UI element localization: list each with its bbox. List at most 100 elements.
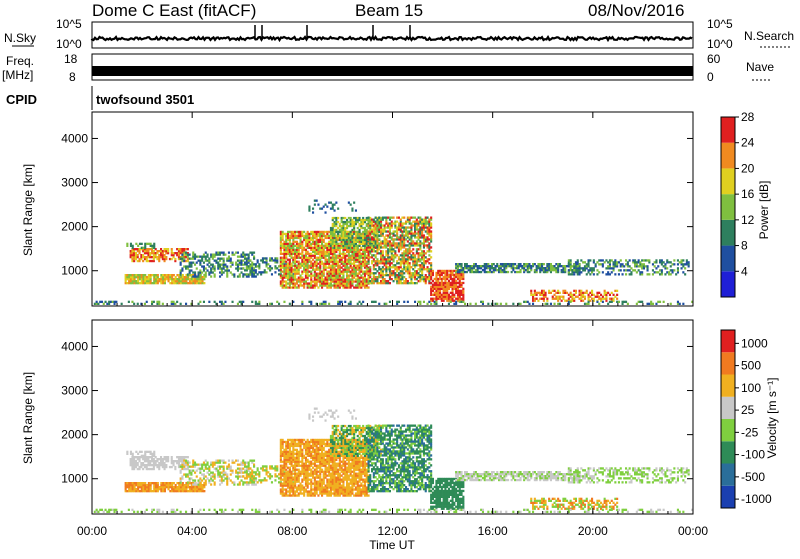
echo-cell — [648, 273, 650, 275]
echo-cell — [434, 288, 436, 290]
echo-cell — [126, 282, 128, 284]
echo-cell — [135, 274, 137, 276]
echo-cell — [430, 224, 432, 226]
echo-cell — [425, 244, 427, 246]
echo-cell — [196, 475, 198, 477]
echo-cell — [185, 265, 187, 267]
echo-cell — [500, 265, 502, 267]
echo-cell — [387, 242, 389, 244]
echo-cell — [410, 278, 412, 280]
echo-cell — [443, 286, 445, 288]
echo-cell — [180, 282, 182, 284]
echo-cell — [303, 257, 305, 259]
echo-cell — [135, 464, 137, 466]
echo-cell — [175, 282, 177, 284]
echo-cell — [301, 243, 303, 245]
echo-cell — [283, 284, 285, 286]
echo-cell — [428, 278, 430, 280]
echo-cell — [382, 268, 384, 270]
echo-cell — [427, 246, 429, 248]
echo-cell — [421, 266, 423, 268]
echo-cell — [144, 453, 146, 455]
echo-cell — [394, 250, 396, 252]
echo-cell — [387, 262, 389, 264]
echo-cell — [208, 481, 210, 483]
echo-cell — [280, 280, 282, 282]
echo-cell — [246, 260, 248, 262]
echo-cell — [169, 278, 171, 280]
echo-cell — [269, 303, 271, 305]
echo-cell — [393, 238, 395, 240]
echo-cell — [292, 249, 294, 251]
echo-cell — [180, 466, 182, 468]
echo-cell — [180, 273, 182, 275]
echo-cell — [191, 490, 193, 492]
echo-cell — [516, 265, 518, 267]
echo-cell — [681, 267, 683, 269]
echo-cell — [630, 271, 632, 273]
echo-cell — [362, 233, 364, 235]
echo-cell — [221, 267, 223, 269]
echo-cell — [378, 228, 380, 230]
echo-cell — [140, 464, 142, 466]
echo-cell — [348, 243, 350, 245]
echo-cell — [181, 260, 183, 262]
echo-cell — [134, 486, 136, 488]
echo-cell — [532, 294, 534, 296]
echo-cell — [314, 277, 316, 279]
echo-cell — [468, 265, 470, 267]
echo-cell — [528, 303, 530, 305]
echo-cell — [394, 242, 396, 244]
echo-cell — [282, 263, 284, 265]
echo-cell — [439, 274, 441, 276]
echo-cell — [292, 280, 294, 282]
echo-cell — [134, 280, 136, 282]
echo-cell — [461, 286, 463, 288]
echo-cell — [300, 233, 302, 235]
echo-cell — [298, 257, 300, 259]
echo-cell — [330, 269, 332, 271]
echo-cell — [323, 233, 325, 235]
echo-cell — [291, 245, 293, 247]
echo-cell — [503, 265, 505, 267]
echo-cell — [114, 301, 116, 303]
echo-cell — [389, 226, 391, 228]
echo-cell — [435, 303, 437, 305]
echo-cell — [219, 271, 221, 273]
echo-cell — [325, 235, 327, 237]
echo-cell — [144, 280, 146, 282]
colorbar-tick-label: 20 — [741, 161, 755, 175]
echo-cell — [382, 254, 384, 256]
echo-cell — [328, 247, 330, 249]
echo-cell — [373, 254, 375, 256]
echo-cell — [360, 286, 362, 288]
echo-cell — [328, 241, 330, 243]
echo-cell — [512, 303, 514, 305]
echo-cell — [357, 253, 359, 255]
echo-cell — [316, 233, 318, 235]
echo-cell — [550, 303, 552, 305]
echo-cell — [144, 282, 146, 284]
echo-cell — [353, 202, 355, 204]
echo-cell — [323, 273, 325, 275]
colorbar-segment — [721, 246, 735, 272]
echo-cell — [160, 484, 162, 486]
echo-cell — [282, 245, 284, 247]
echo-cell — [228, 468, 230, 470]
echo-cell — [274, 257, 276, 259]
echo-cell — [205, 260, 207, 262]
echo-cell — [366, 231, 368, 233]
echo-cell — [242, 256, 244, 258]
echo-cell — [146, 301, 148, 303]
echo-cell — [348, 221, 350, 223]
echo-cell — [430, 246, 432, 248]
echo-cell — [337, 221, 339, 223]
echo-cell — [552, 269, 554, 271]
echo-cell — [184, 280, 186, 282]
echo-cell — [294, 245, 296, 247]
echo-cell — [171, 248, 173, 250]
echo-cell — [301, 251, 303, 253]
echo-cell — [568, 265, 570, 267]
echo-cell — [348, 237, 350, 239]
echo-cell — [443, 282, 445, 284]
